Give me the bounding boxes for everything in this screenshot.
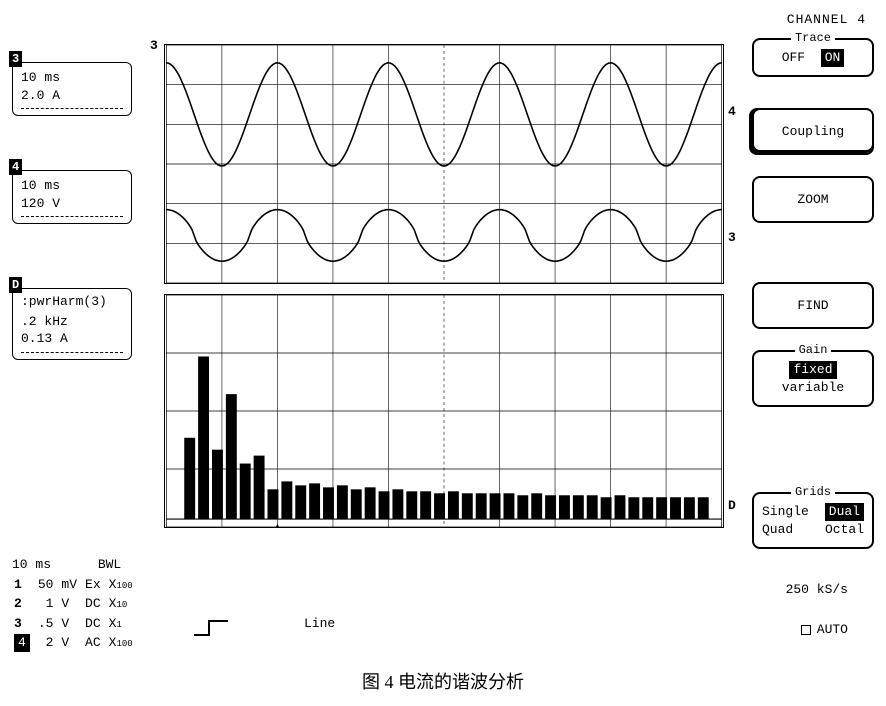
channel-row: 150mVExX100 [14, 576, 139, 594]
trigger-edge-icon [194, 618, 230, 640]
timebase-label: 10 ms [12, 557, 51, 572]
bottom-readout: 10 ms BWL 150mVExX10021VDCX10 3.5VDCX142V… [12, 556, 141, 654]
harmonic-title: :pwrHarm(3) [21, 294, 107, 309]
trace-menu[interactable]: Trace OFF ON [752, 38, 874, 77]
harmonic-freq: .2 kHz [21, 313, 123, 331]
channel-row: 21VDCX10 [14, 595, 139, 613]
bwl-label: BWL [98, 557, 121, 572]
grids-quad-option[interactable]: Quad [762, 522, 793, 537]
oscilloscope-screen: CHANNEL 4 3 10 ms 2.0 A 4 10 ms 120 V D … [8, 8, 878, 698]
find-label: FIND [797, 298, 828, 313]
gain-fixed-option[interactable]: fixed [789, 361, 836, 379]
grids-group-label: Grids [791, 485, 835, 499]
barplot-right-marker: D [728, 498, 736, 513]
info-box-ch4: 4 10 ms 120 V [12, 170, 132, 224]
find-button[interactable]: FIND [752, 282, 874, 329]
harmonic-bar-plot [164, 294, 724, 528]
gain-group-label: Gain [795, 343, 832, 357]
ch4-scale: 120 V [21, 195, 123, 213]
grids-single-option[interactable]: Single [762, 504, 809, 519]
chD-tag: D [9, 277, 22, 293]
trace4-right-marker: 4 [728, 104, 736, 119]
channel-header: CHANNEL 4 [787, 12, 866, 27]
info-box-harmonic: D :pwrHarm(3) .2 kHz 0.13 A [12, 288, 132, 360]
waveform-plot [164, 44, 724, 284]
channel-table: 150mVExX10021VDCX10 3.5VDCX142VACX100 [12, 574, 141, 654]
ch3-scale: 2.0 A [21, 87, 123, 105]
square-icon [801, 625, 811, 635]
coupling-label: Coupling [782, 124, 844, 139]
channel-row: 42VACX100 [14, 634, 139, 652]
ch4-timebase: 10 ms [21, 177, 123, 195]
trace-group-label: Trace [791, 31, 835, 45]
trigger-source: Line [304, 616, 335, 631]
trace-on-option[interactable]: ON [821, 49, 845, 67]
info-box-ch3: 3 10 ms 2.0 A [12, 62, 132, 116]
figure-caption: 图 4 电流的谐波分析 [8, 668, 878, 694]
acq-mode: AUTO [801, 622, 848, 637]
sample-rate: 250 kS/s [786, 582, 848, 597]
grids-octal-option[interactable]: Octal [825, 521, 864, 539]
ch4-tag: 4 [9, 159, 22, 175]
coupling-button[interactable]: Coupling [752, 108, 874, 155]
zoom-label: ZOOM [797, 192, 828, 207]
grids-menu[interactable]: Grids Single Dual Quad Octal [752, 492, 874, 549]
ch3-timebase: 10 ms [21, 69, 123, 87]
ch3-tag: 3 [9, 51, 22, 67]
gain-variable-option[interactable]: variable [758, 379, 868, 397]
channel-row: 3.5VDCX1 [14, 615, 139, 633]
grids-dual-option[interactable]: Dual [825, 503, 864, 521]
trace3-start-marker: 3 [150, 38, 158, 53]
gain-menu[interactable]: Gain fixed variable [752, 350, 874, 407]
harmonic-amp: 0.13 A [21, 330, 123, 348]
zoom-button[interactable]: ZOOM [752, 176, 874, 223]
trace-off-option[interactable]: OFF [782, 50, 805, 65]
trace3-right-marker: 3 [728, 230, 736, 245]
